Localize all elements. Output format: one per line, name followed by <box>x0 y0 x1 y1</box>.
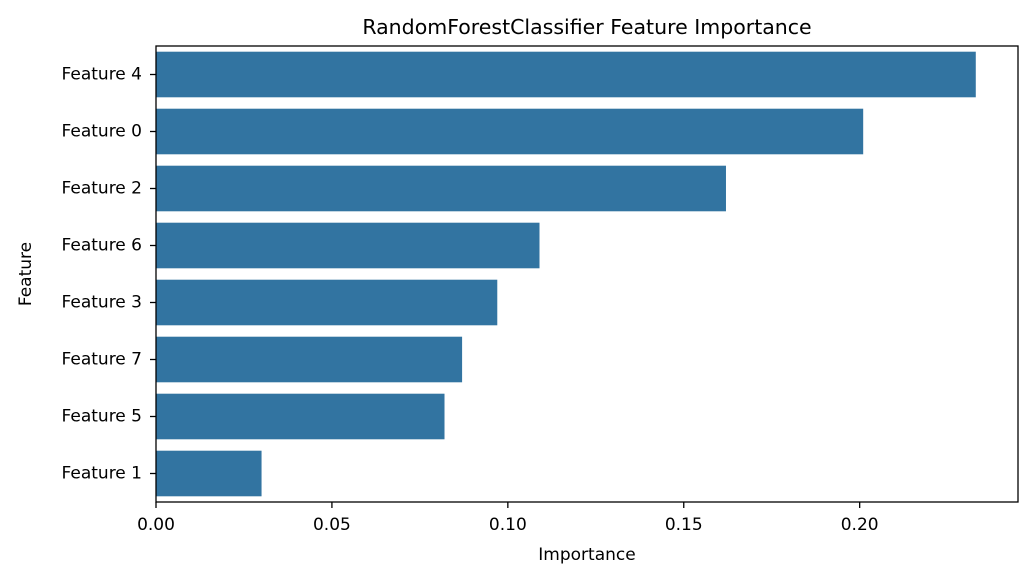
x-tick-label: 0.05 <box>313 515 351 535</box>
bar-feature-6 <box>156 222 540 269</box>
bar-feature-7 <box>156 336 463 383</box>
y-tick-label: Feature 1 <box>62 464 142 484</box>
x-ticks: 0.00 0.05 0.10 0.15 0.20 <box>137 502 879 535</box>
y-axis-label: Feature <box>16 242 36 306</box>
y-tick-label: Feature 4 <box>62 65 142 85</box>
x-tick-label: 0.00 <box>137 515 175 535</box>
y-tick-label: Feature 6 <box>62 236 142 256</box>
plot-frame <box>155 45 1019 503</box>
bar-feature-5 <box>156 393 445 440</box>
bar-feature-2 <box>156 165 726 212</box>
y-tick-label: Feature 2 <box>62 179 142 199</box>
y-tick-label: Feature 5 <box>62 407 142 427</box>
bar-feature-4 <box>156 51 976 98</box>
bar-feature-1 <box>156 450 262 497</box>
bar-feature-0 <box>156 108 864 155</box>
x-tick-label: 0.15 <box>665 515 703 535</box>
bar-feature-3 <box>156 279 498 326</box>
x-tick-label: 0.10 <box>489 515 527 535</box>
y-tick-label: Feature 7 <box>62 350 142 370</box>
x-tick-label: 0.20 <box>841 515 879 535</box>
y-tick-label: Feature 3 <box>62 293 142 313</box>
y-ticks: Feature 4 Feature 0 Feature 2 Feature 6 Feat… <box>62 65 156 484</box>
x-axis-label: Importance <box>538 545 635 565</box>
y-tick-label: Feature 0 <box>62 122 142 142</box>
bars-layer <box>156 51 976 497</box>
chart-title: RandomForestClassifier Feature Importanc… <box>362 15 811 39</box>
